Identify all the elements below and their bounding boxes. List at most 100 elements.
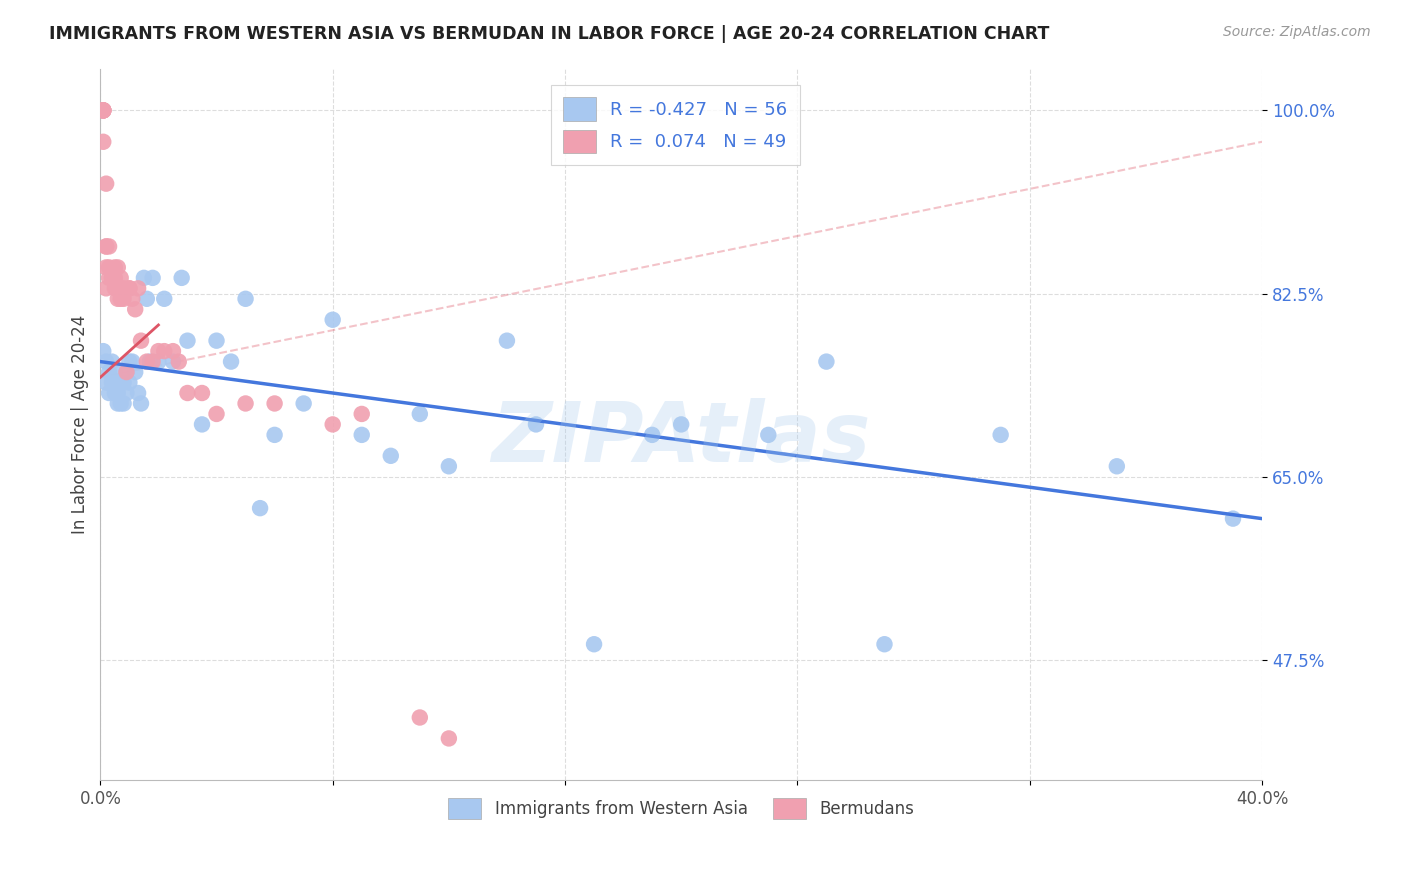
Point	[110, 292, 132, 306]
Point	[235, 396, 257, 410]
Point	[96, 376, 118, 390]
Point	[101, 354, 124, 368]
Point	[124, 365, 146, 379]
Point	[148, 344, 170, 359]
Point	[96, 260, 118, 275]
Point	[127, 386, 149, 401]
Point	[98, 386, 121, 401]
Point	[91, 344, 114, 359]
Point	[162, 344, 184, 359]
Point	[96, 239, 118, 253]
Point	[219, 354, 242, 368]
Point	[191, 417, 214, 432]
Point	[380, 449, 402, 463]
Point	[249, 501, 271, 516]
Point	[118, 354, 141, 368]
Point	[873, 637, 896, 651]
Point	[292, 396, 315, 410]
Point	[112, 396, 135, 410]
Y-axis label: In Labor Force | Age 20-24: In Labor Force | Age 20-24	[72, 315, 89, 534]
Point	[409, 407, 432, 421]
Point	[124, 302, 146, 317]
Point	[148, 354, 170, 368]
Point	[110, 281, 132, 295]
Point	[153, 344, 176, 359]
Point	[263, 396, 285, 410]
Point	[98, 271, 121, 285]
Point	[437, 459, 460, 474]
Point	[104, 271, 127, 285]
Point	[104, 386, 127, 401]
Point	[91, 103, 114, 118]
Point	[107, 292, 129, 306]
Point	[101, 271, 124, 285]
Text: ZIPAtlas: ZIPAtlas	[492, 398, 870, 479]
Point	[176, 334, 198, 348]
Point	[1105, 459, 1128, 474]
Point	[756, 428, 779, 442]
Point	[990, 428, 1012, 442]
Point	[104, 260, 127, 275]
Point	[110, 396, 132, 410]
Point	[115, 365, 138, 379]
Point	[138, 354, 160, 368]
Point	[112, 281, 135, 295]
Point	[91, 103, 114, 118]
Point	[118, 281, 141, 295]
Text: IMMIGRANTS FROM WESTERN ASIA VS BERMUDAN IN LABOR FORCE | AGE 20-24 CORRELATION : IMMIGRANTS FROM WESTERN ASIA VS BERMUDAN…	[49, 25, 1050, 43]
Point	[91, 135, 114, 149]
Point	[107, 386, 129, 401]
Point	[110, 271, 132, 285]
Point	[101, 376, 124, 390]
Point	[98, 239, 121, 253]
Point	[815, 354, 838, 368]
Text: Source: ZipAtlas.com: Source: ZipAtlas.com	[1223, 25, 1371, 39]
Point	[98, 260, 121, 275]
Point	[112, 376, 135, 390]
Point	[107, 396, 129, 410]
Point	[583, 637, 606, 651]
Point	[235, 292, 257, 306]
Legend: Immigrants from Western Asia, Bermudans: Immigrants from Western Asia, Bermudans	[441, 792, 921, 825]
Point	[129, 334, 152, 348]
Point	[1222, 511, 1244, 525]
Point	[409, 710, 432, 724]
Point	[176, 386, 198, 401]
Point	[135, 292, 157, 306]
Point	[121, 292, 143, 306]
Point	[91, 103, 114, 118]
Point	[118, 281, 141, 295]
Point	[170, 271, 193, 285]
Point	[96, 177, 118, 191]
Point	[350, 407, 373, 421]
Point	[115, 386, 138, 401]
Point	[96, 239, 118, 253]
Point	[142, 354, 165, 368]
Point	[98, 365, 121, 379]
Point	[101, 271, 124, 285]
Point	[496, 334, 519, 348]
Point	[322, 417, 344, 432]
Point	[153, 292, 176, 306]
Point	[669, 417, 692, 432]
Point	[191, 386, 214, 401]
Point	[205, 407, 228, 421]
Point	[350, 428, 373, 442]
Point	[129, 396, 152, 410]
Point	[263, 428, 285, 442]
Point	[107, 260, 129, 275]
Point	[322, 312, 344, 326]
Point	[132, 271, 155, 285]
Point	[167, 354, 190, 368]
Point	[110, 376, 132, 390]
Point	[91, 103, 114, 118]
Point	[112, 292, 135, 306]
Point	[135, 354, 157, 368]
Point	[107, 376, 129, 390]
Point	[107, 281, 129, 295]
Point	[96, 354, 118, 368]
Point	[118, 376, 141, 390]
Point	[127, 281, 149, 295]
Point	[524, 417, 547, 432]
Point	[115, 365, 138, 379]
